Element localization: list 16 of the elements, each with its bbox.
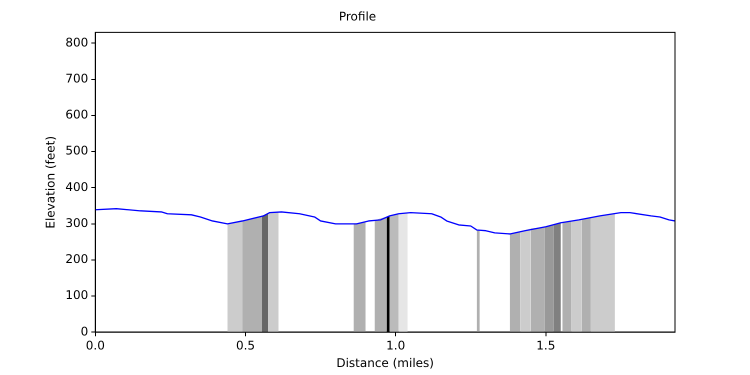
x-tick-label: 1.5 (536, 338, 556, 353)
y-tick-label: 700 (65, 71, 88, 86)
y-tick-label: 100 (65, 288, 88, 302)
x-tick-label: 0.5 (236, 338, 256, 353)
y-tick-label: 500 (65, 144, 88, 158)
y-tick-label: 400 (65, 180, 88, 194)
y-tick-label: 600 (65, 108, 88, 122)
y-tick-label: 200 (65, 252, 88, 266)
x-tick-label: 0.0 (86, 338, 105, 353)
x-axis-title: Distance (miles) (336, 356, 434, 370)
x-tick-label: 1.0 (386, 338, 406, 353)
y-axis-title: Elevation (feet) (43, 136, 58, 229)
y-tick-label: 800 (65, 35, 88, 50)
y-tick-label: 300 (65, 216, 88, 230)
chart-title: Profile (338, 9, 376, 24)
y-tick-label: 0 (80, 324, 88, 338)
